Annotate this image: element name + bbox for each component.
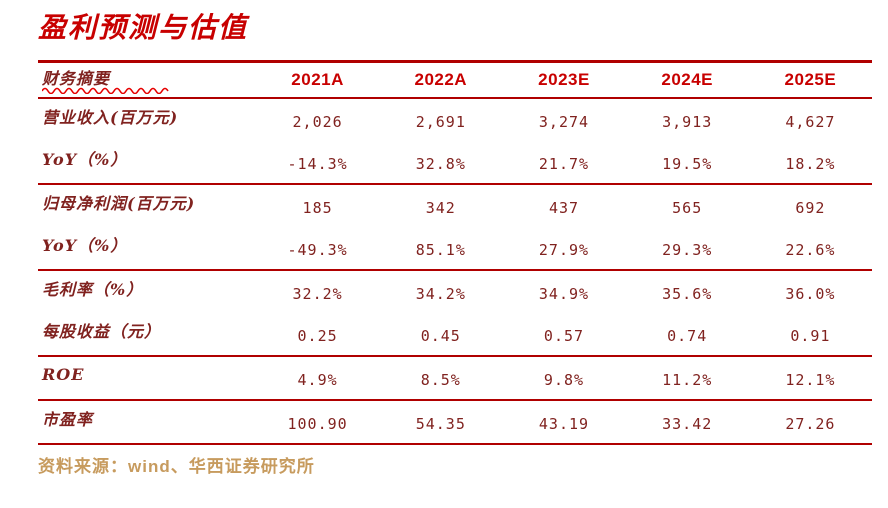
table-body: 营业收入(百万元) 2,026 2,691 3,274 3,913 4,627 YoY（%）… <box>38 99 872 445</box>
column-header-2023E: 2023E <box>538 70 590 89</box>
row-value: 32.8% <box>415 155 466 173</box>
row-value: 29.3% <box>662 241 713 259</box>
row-value: 54.35 <box>415 415 466 433</box>
table-section: 归母净利润(百万元) 185 342 437 565 692 YoY（%） -49.3% 85.… <box>38 185 872 271</box>
column-header-2024E: 2024E <box>661 70 714 89</box>
row-value: 19.5% <box>662 155 713 173</box>
row-value: 100.90 <box>287 415 348 433</box>
row-value: 11.2% <box>662 371 713 389</box>
table-section: 营业收入(百万元) 2,026 2,691 3,274 3,913 4,627 YoY（%）… <box>38 99 872 185</box>
row-value: 0.57 <box>543 327 585 345</box>
row-value: 0.25 <box>297 327 338 345</box>
row-value: 0.45 <box>420 327 461 345</box>
row-value: 27.26 <box>785 415 836 433</box>
row-label: 毛利率（%） <box>42 280 144 299</box>
row-value: 21.7% <box>538 155 590 173</box>
row-value: 33.42 <box>662 415 713 433</box>
row-value: 185 <box>302 199 333 217</box>
row-value: 85.1% <box>415 241 466 259</box>
table-row: ROE 4.9% 8.5% 9.8% 11.2% 12.1% <box>38 357 872 399</box>
row-value: 2,691 <box>415 113 466 131</box>
row-value: 34.9% <box>538 285 590 303</box>
row-label: YoY（%） <box>42 236 128 255</box>
row-value: -14.3% <box>287 155 348 173</box>
row-value: 3,913 <box>662 113 713 131</box>
row-value: 342 <box>425 199 456 217</box>
row-value: 3,274 <box>538 113 590 131</box>
row-value: 0.74 <box>667 327 708 345</box>
row-label: 营业收入(百万元) <box>42 108 179 127</box>
row-value: 692 <box>795 199 826 217</box>
column-header-2022A: 2022A <box>414 70 468 89</box>
source-note: 资料来源：wind、华西证券研究所 <box>38 457 315 476</box>
table-row: 归母净利润(百万元) 185 342 437 565 692 <box>38 185 872 227</box>
row-value: 0.91 <box>790 327 831 345</box>
row-label: ROE <box>42 364 85 384</box>
row-value: 565 <box>672 199 703 217</box>
row-value: 36.0% <box>785 285 836 303</box>
page-title: 盈利预测与估值 <box>38 11 249 44</box>
column-header-2025E: 2025E <box>784 70 837 89</box>
table-row: 营业收入(百万元) 2,026 2,691 3,274 3,913 4,627 <box>38 99 872 141</box>
row-value: 2,026 <box>292 113 343 131</box>
table-section: 毛利率（%） 32.2% 34.2% 34.9% 35.6% 36.0% 每股收益（元） 0.… <box>38 271 872 357</box>
row-value: 34.2% <box>415 285 466 303</box>
row-value: 9.8% <box>543 371 585 389</box>
row-value: 43.19 <box>538 415 590 433</box>
row-value: 27.9% <box>538 241 590 259</box>
row-value: 18.2% <box>785 155 836 173</box>
row-value: 8.5% <box>420 371 461 389</box>
row-value: 12.1% <box>785 371 836 389</box>
row-label: 市盈率 <box>42 410 94 429</box>
row-value: -49.3% <box>287 241 348 259</box>
table-section: 市盈率 100.90 54.35 43.19 33.42 27.26 <box>38 401 872 445</box>
financial-summary-table: 财务摘要 2021A 2022A 2023E 2024E 2025E 营业收入(百万元)… <box>38 60 872 445</box>
row-value: 35.6% <box>662 285 713 303</box>
row-value: 22.6% <box>785 241 836 259</box>
table-row: YoY（%） -49.3% 85.1% 27.9% 29.3% 22.6% <box>38 227 872 269</box>
row-label: 归母净利润(百万元) <box>42 194 196 213</box>
table-row: YoY（%） -14.3% 32.8% 21.7% 19.5% 18.2% <box>38 141 872 183</box>
row-value: 32.2% <box>292 285 343 303</box>
row-label: 每股收益（元） <box>42 322 162 341</box>
wavy-underline <box>42 87 169 94</box>
row-value: 4.9% <box>297 371 338 389</box>
table-section: ROE 4.9% 8.5% 9.8% 11.2% 12.1% <box>38 357 872 401</box>
row-value: 4,627 <box>785 113 836 131</box>
table-header-label-cell: 财务摘要 <box>38 68 256 94</box>
row-label: YoY（%） <box>42 150 128 169</box>
table-header-row: 财务摘要 2021A 2022A 2023E 2024E 2025E <box>38 63 872 99</box>
table-row: 市盈率 100.90 54.35 43.19 33.42 27.26 <box>38 401 872 443</box>
table-header-label: 财务摘要 <box>42 68 111 88</box>
row-value: 437 <box>548 199 580 217</box>
column-header-2021A: 2021A <box>291 70 344 89</box>
table-row: 每股收益（元） 0.25 0.45 0.57 0.74 0.91 <box>38 313 872 355</box>
table-row: 毛利率（%） 32.2% 34.2% 34.9% 35.6% 36.0% <box>38 271 872 313</box>
